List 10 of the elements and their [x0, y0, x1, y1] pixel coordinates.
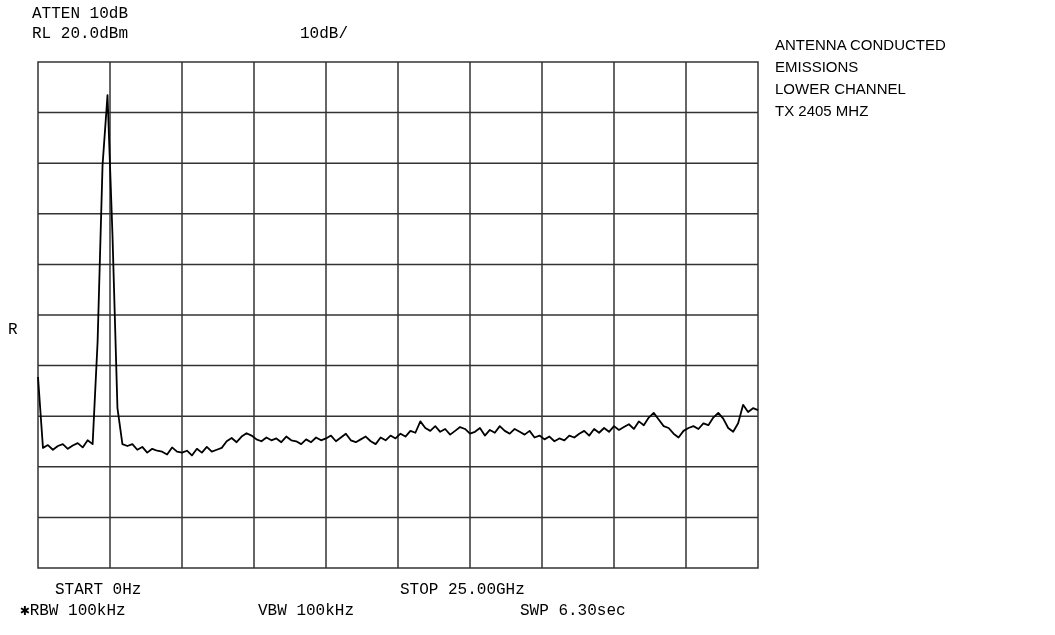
text: ANTENNA CONDUCTED EMISSIONS LOWER CHANNEL TX 2405 MHZ	[775, 35, 947, 119]
text: ATTEN 10dB	[32, 5, 129, 23]
text: VBW 100kHz	[258, 602, 355, 620]
text: ✱RBW 100kHz	[20, 602, 126, 620]
text: STOP 25.00GHz	[400, 581, 525, 599]
text: R	[8, 321, 18, 339]
text: START 0Hz	[55, 581, 142, 599]
text: SWP 6.30sec	[520, 602, 626, 620]
text: RL 20.0dBm	[32, 25, 129, 43]
text: 10dB/	[300, 25, 349, 43]
